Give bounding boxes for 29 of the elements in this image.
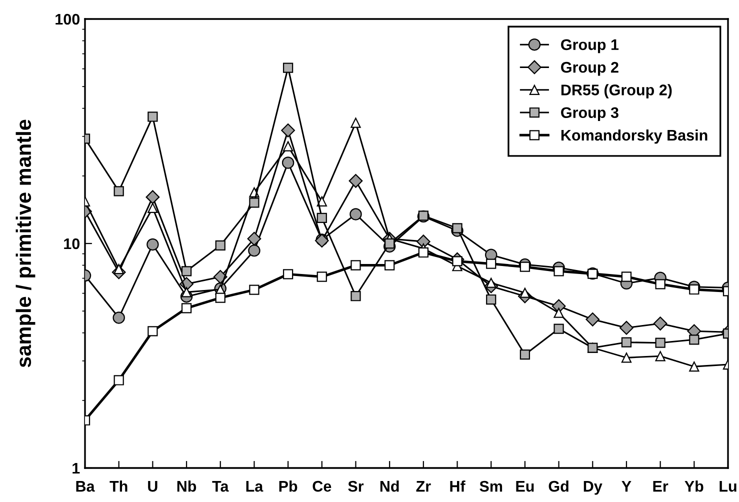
legend-label: Group 3 bbox=[561, 107, 618, 122]
x-tick-label: Gd bbox=[548, 480, 568, 492]
y-tick-label: 100 bbox=[56, 14, 80, 25]
legend-label: DR55 (Group 2) bbox=[561, 84, 672, 98]
x-tick-label: Er bbox=[653, 481, 668, 492]
x-tick-label: Yb bbox=[684, 480, 704, 492]
x-tick-label: U bbox=[148, 481, 158, 492]
x-tick-label: Nb bbox=[177, 480, 196, 492]
y-axis-title: sample / primitive mantle bbox=[16, 120, 36, 368]
x-tick-label: La bbox=[246, 481, 264, 492]
x-tick-label: Y bbox=[622, 481, 632, 492]
x-tick-label: Sr bbox=[348, 480, 364, 492]
y-tick-label: 10 bbox=[64, 238, 80, 250]
legend-label: Group 1 bbox=[561, 39, 619, 54]
x-tick-label: Hf bbox=[450, 480, 466, 492]
x-tick-label: Nd bbox=[380, 480, 399, 492]
x-tick-label: Dy bbox=[584, 481, 602, 495]
legend-label: Komandorsky Basin bbox=[561, 129, 708, 144]
x-tick-label: Sm bbox=[480, 480, 502, 492]
x-tick-label: Eu bbox=[516, 481, 534, 492]
legend-label: Group 2 bbox=[561, 62, 618, 76]
x-tick-label: Lu bbox=[720, 481, 736, 492]
y-tick-label: 1 bbox=[72, 463, 80, 474]
x-tick-label: Ba bbox=[76, 481, 95, 492]
x-tick-label: Ta bbox=[212, 481, 229, 492]
x-tick-label: Zr bbox=[416, 481, 431, 492]
x-tick-label: Th bbox=[110, 480, 128, 492]
x-tick-label: Ce bbox=[312, 480, 332, 492]
x-tick-label: Pb bbox=[279, 480, 298, 492]
